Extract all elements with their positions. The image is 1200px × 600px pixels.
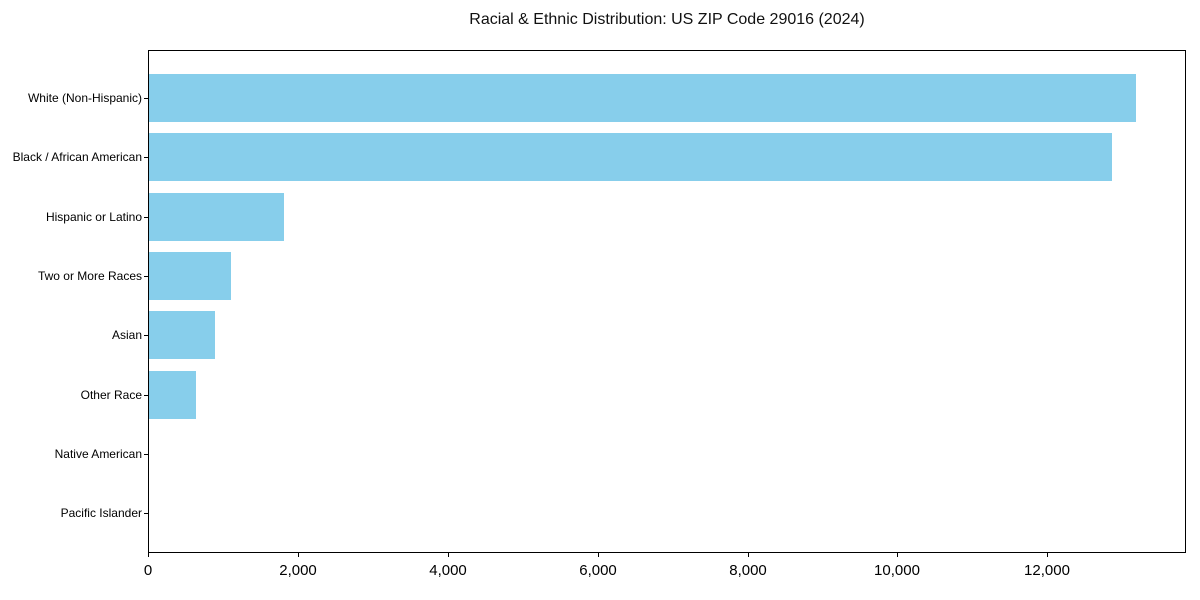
bar-two-or-more-races (149, 251, 231, 300)
y-tick-label-black-african-american: Black / African American (12, 150, 142, 164)
y-tick-label-white-non-hispanic: White (Non-Hispanic) (27, 91, 142, 105)
bar-other-race (149, 370, 196, 419)
y-tick-mark (144, 513, 148, 514)
x-tick-label-4-000: 4,000 (429, 562, 467, 579)
bar-asian (149, 311, 215, 360)
y-tick-label-native-american: Native American (54, 447, 142, 461)
x-tick-mark (298, 553, 299, 557)
x-tick-label-12-000: 12,000 (1024, 562, 1070, 579)
y-tick-label-hispanic-or-latino: Hispanic or Latino (45, 210, 142, 224)
x-tick-label-8-000: 8,000 (729, 562, 767, 579)
y-tick-mark (144, 335, 148, 336)
x-tick-label-10-000: 10,000 (874, 562, 920, 579)
y-tick-label-pacific-islander: Pacific Islander (60, 506, 142, 520)
y-tick-mark (144, 454, 148, 455)
y-tick-mark (144, 217, 148, 218)
x-tick-label-0: 0 (143, 562, 153, 579)
chart-title: Racial & Ethnic Distribution: US ZIP Cod… (469, 11, 865, 28)
bar-hispanic-or-latino (149, 192, 284, 241)
y-tick-mark (144, 395, 148, 396)
y-tick-mark (144, 157, 148, 158)
x-tick-mark (748, 553, 749, 557)
bar-black-african-american (149, 133, 1112, 182)
y-tick-mark (144, 98, 148, 99)
bar-white-non-hispanic (149, 74, 1136, 122)
x-tick-mark (897, 553, 898, 557)
y-tick-label-asian: Asian (111, 328, 142, 342)
x-tick-mark (598, 553, 599, 557)
y-tick-label-other-race: Other Race (80, 388, 142, 402)
plot-area (148, 50, 1186, 553)
y-tick-mark (144, 276, 148, 277)
x-tick-label-2-000: 2,000 (279, 562, 317, 579)
x-tick-mark (448, 553, 449, 557)
x-tick-mark (148, 553, 149, 557)
x-tick-label-6-000: 6,000 (579, 562, 617, 579)
x-tick-mark (1047, 553, 1048, 557)
y-tick-label-two-or-more-races: Two or More Races (37, 269, 142, 283)
